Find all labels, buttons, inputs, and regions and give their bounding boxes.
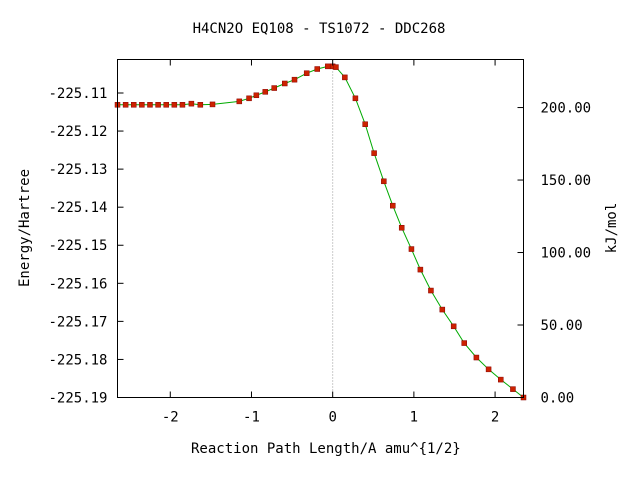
- data-point: [171, 102, 178, 108]
- data-point: [314, 66, 321, 72]
- x-tick-label: 0: [328, 410, 336, 426]
- data-point: [253, 92, 260, 99]
- data-point: [417, 266, 424, 273]
- y2-axis-label: kJ/mol: [604, 203, 620, 254]
- data-point: [262, 89, 269, 95]
- y-tick-label: -225.13: [48, 162, 107, 178]
- data-point: [439, 306, 446, 313]
- data-point: [236, 98, 243, 105]
- data-point: [155, 102, 161, 108]
- data-point: [291, 76, 298, 83]
- data-point: [188, 100, 195, 107]
- data-point: [271, 85, 277, 91]
- y-axis-label: Energy/Hartree: [17, 169, 33, 287]
- data-point: [147, 102, 153, 108]
- data-point: [163, 102, 169, 108]
- x-tick-label: -2: [162, 410, 179, 426]
- plot-frame: [117, 59, 524, 398]
- data-point: [342, 74, 348, 81]
- data-point: [197, 102, 204, 108]
- chart-title: H4CN2O EQ108 - TS1072 - DDC268: [193, 21, 446, 37]
- data-point: [122, 102, 129, 108]
- y-tick-label: -225.11: [48, 86, 107, 102]
- y-tick-label: -225.16: [48, 276, 107, 292]
- data-point: [139, 102, 145, 108]
- y-tick-label: -225.18: [48, 352, 107, 368]
- data-point: [461, 340, 467, 346]
- y2-tick-label: 150.00: [541, 173, 592, 189]
- data-point: [325, 63, 331, 70]
- y2-tick-label: 0.00: [541, 391, 575, 407]
- data-point: [362, 121, 368, 127]
- axes-layer: -2 -1 0 1 2 -225.11 -225.12 -225.13 -225.14 -225.…: [48, 59, 592, 426]
- data-point: [209, 101, 216, 108]
- data-point: [510, 386, 516, 392]
- y-tick-label: -225.14: [48, 200, 107, 216]
- x-tick-label: -1: [243, 410, 260, 426]
- data-point: [303, 70, 310, 76]
- y2-tick-label: 50.00: [541, 318, 583, 334]
- data-point: [450, 323, 457, 330]
- data-point: [390, 202, 396, 209]
- y-tick-label: -225.12: [48, 124, 107, 140]
- y-tick-label: -225.17: [48, 314, 107, 330]
- y2-tick-label: 100.00: [541, 246, 592, 262]
- series-line: [117, 65, 524, 398]
- data-point: [428, 287, 434, 294]
- data-point: [485, 366, 492, 373]
- data-point: [282, 80, 288, 87]
- y2-tick-label: 200.00: [541, 101, 592, 117]
- data-point: [371, 150, 377, 156]
- data-point: [130, 102, 137, 108]
- plot-layer: [114, 59, 527, 401]
- x-tick-label: 1: [410, 410, 418, 426]
- x-axis-label: Reaction Path Length/A amu^{1/2}: [191, 441, 461, 457]
- data-point: [498, 376, 504, 383]
- data-point: [333, 64, 339, 70]
- data-point: [179, 102, 186, 108]
- data-point: [246, 95, 252, 102]
- data-point: [398, 224, 405, 231]
- y-tick-label: -225.19: [48, 391, 107, 407]
- y-tick-label: -225.15: [48, 238, 107, 254]
- data-point: [352, 95, 359, 102]
- data-point: [381, 178, 387, 185]
- data-point: [408, 246, 415, 252]
- data-point: [473, 354, 480, 361]
- x-tick-label: 2: [491, 410, 499, 426]
